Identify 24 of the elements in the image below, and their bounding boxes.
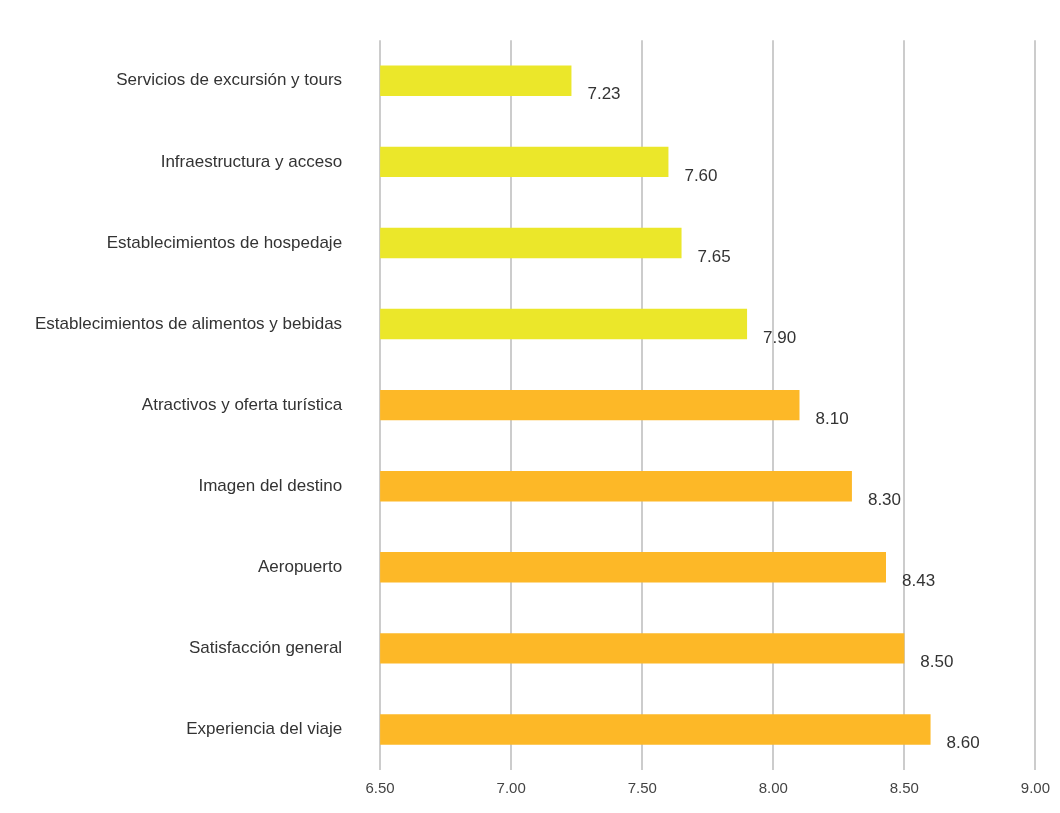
y-tick-label: Infraestructura y acceso bbox=[160, 151, 343, 171]
y-tick-label: Atractivos y oferta turística bbox=[141, 394, 343, 414]
y-tick-label: Aeropuerto bbox=[257, 556, 343, 576]
data-label: 8.10 bbox=[815, 408, 849, 428]
x-tick-label: 7.50 bbox=[627, 779, 657, 797]
y-tick-label: Imagen del destino bbox=[198, 475, 343, 495]
y-tick-label: Satisfacción general bbox=[189, 638, 343, 658]
data-label: 7.65 bbox=[697, 246, 731, 266]
data-label: 8.43 bbox=[902, 570, 936, 590]
x-tick-label: 8.50 bbox=[889, 779, 919, 797]
x-tick-label: 7.00 bbox=[496, 779, 526, 797]
data-label: 8.50 bbox=[920, 652, 954, 672]
y-tick-label: Servicios de excursión y tours bbox=[116, 70, 343, 90]
x-tick-label: 9.00 bbox=[1020, 779, 1050, 797]
x-tick-label: 8.00 bbox=[758, 779, 788, 797]
y-tick-label: Experiencia del viaje bbox=[186, 719, 343, 739]
y-tick-label: Establecimientos de hospedaje bbox=[106, 232, 343, 252]
data-label: 8.60 bbox=[946, 733, 980, 753]
data-label: 7.60 bbox=[684, 165, 718, 185]
y-tick-label: Establecimientos de alimentos y bebidas bbox=[34, 313, 343, 333]
data-label: 7.23 bbox=[587, 84, 621, 104]
x-tick-label: 6.50 bbox=[365, 779, 395, 797]
data-label: 8.30 bbox=[867, 489, 902, 509]
data-label: 7.90 bbox=[763, 327, 797, 347]
